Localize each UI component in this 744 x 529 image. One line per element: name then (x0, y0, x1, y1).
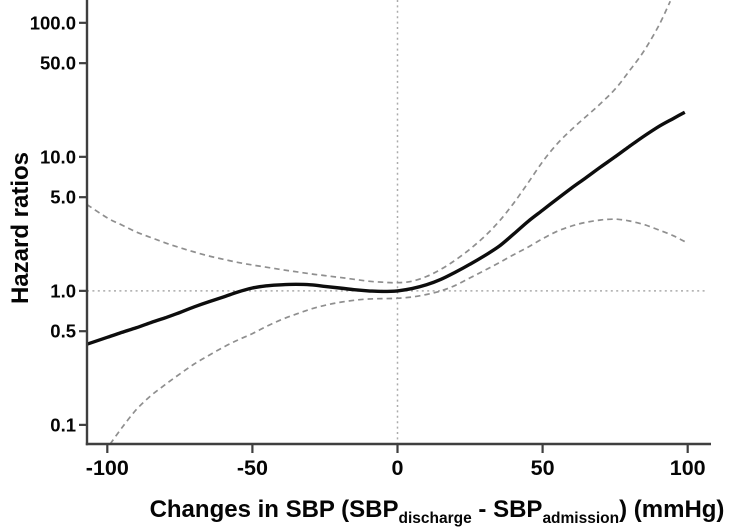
x-tick-label: 50 (531, 456, 555, 480)
y-tick-label: 0.1 (50, 414, 76, 435)
x-tick-label: 0 (392, 456, 404, 480)
x-tick-label: -50 (237, 456, 268, 480)
x-axis-title-subscript: discharge (399, 510, 473, 527)
x-tick-label: 100 (670, 456, 706, 480)
y-tick-label: 10.0 (40, 146, 76, 167)
y-tick-label: 0.5 (50, 321, 76, 342)
x-axis-title-part: ) (mmHg) (619, 496, 724, 523)
x-axis-title-part: Changes in SBP (SBP (150, 496, 399, 523)
ci-lower-curve (109, 218, 686, 445)
x-tick-label: -100 (86, 456, 129, 480)
x-axis-title: Changes in SBP (SBPdischarge - SBPadmiss… (150, 496, 725, 527)
x-axis-title-part: - SBP (472, 496, 543, 523)
y-tick-label: 100.0 (30, 12, 76, 33)
y-tick-label: 5.0 (50, 187, 76, 208)
y-axis-title: Hazard ratios (7, 152, 34, 304)
hazard-ratio-curve (86, 110, 686, 346)
ci-upper-curve (86, 0, 672, 284)
y-tick-label: 1.0 (50, 280, 76, 301)
y-tick-label: 50.0 (40, 53, 76, 74)
x-axis-title-subscript: admission (542, 510, 619, 527)
